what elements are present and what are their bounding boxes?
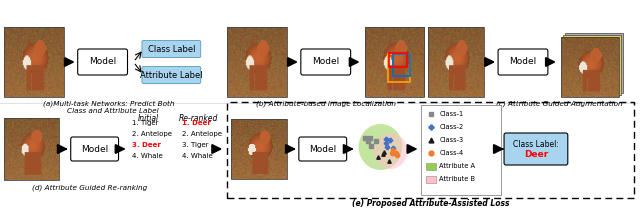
FancyBboxPatch shape <box>77 49 127 75</box>
Bar <box>565 33 623 93</box>
Bar <box>4 118 59 180</box>
Text: Class-2: Class-2 <box>439 124 463 130</box>
Text: Class-3: Class-3 <box>439 137 463 143</box>
Bar <box>227 27 287 97</box>
FancyBboxPatch shape <box>142 67 201 84</box>
Ellipse shape <box>358 124 403 170</box>
Text: Initial: Initial <box>138 114 159 123</box>
Text: Attribute B: Attribute B <box>439 176 476 182</box>
FancyBboxPatch shape <box>301 49 351 75</box>
Text: 3. Tiger: 3. Tiger <box>182 142 209 148</box>
Text: Model: Model <box>81 145 108 153</box>
Bar <box>561 37 619 97</box>
Text: Deer: Deer <box>524 150 548 159</box>
Bar <box>231 119 287 179</box>
FancyBboxPatch shape <box>498 49 548 75</box>
Text: 4. Whale: 4. Whale <box>182 153 213 159</box>
Bar <box>426 163 436 170</box>
Text: Class-4: Class-4 <box>439 150 463 156</box>
FancyBboxPatch shape <box>299 137 347 161</box>
Text: (d) Attribute Guided Re-ranking: (d) Attribute Guided Re-ranking <box>32 184 147 191</box>
Bar <box>426 176 436 183</box>
Bar <box>563 35 621 95</box>
Bar <box>365 27 424 97</box>
Text: Model: Model <box>312 57 339 67</box>
Text: (a)Multi-task Networks: Predict Both
    Class and Attribute Label: (a)Multi-task Networks: Predict Both Cla… <box>43 100 174 114</box>
Ellipse shape <box>374 133 408 169</box>
Bar <box>393 54 410 76</box>
Text: Class Label:: Class Label: <box>513 140 559 149</box>
Text: Attribute A: Attribute A <box>439 163 476 169</box>
FancyBboxPatch shape <box>142 40 201 57</box>
Text: (b) Attribute-based Image Localization: (b) Attribute-based Image Localization <box>256 100 396 107</box>
Text: (e) Proposed Attribute-Assisted Loss: (e) Proposed Attribute-Assisted Loss <box>351 199 509 208</box>
FancyBboxPatch shape <box>504 133 568 165</box>
Text: Model: Model <box>89 57 116 67</box>
Text: 4. Whale: 4. Whale <box>132 153 163 159</box>
Text: (c) Attribute Guided Augmentation: (c) Attribute Guided Augmentation <box>496 100 623 107</box>
FancyBboxPatch shape <box>421 105 501 195</box>
Text: Model: Model <box>309 145 337 153</box>
Bar <box>428 27 484 97</box>
Bar <box>388 54 410 82</box>
Text: 1. Tiger: 1. Tiger <box>132 120 159 126</box>
Bar <box>389 53 407 67</box>
Text: 2. Antelope: 2. Antelope <box>182 131 222 137</box>
Text: Class Label: Class Label <box>148 45 195 53</box>
Bar <box>4 27 64 97</box>
Text: 1. Deer: 1. Deer <box>182 120 211 126</box>
Text: 2. Antelope: 2. Antelope <box>132 131 173 137</box>
Text: Class-1: Class-1 <box>439 111 463 117</box>
FancyBboxPatch shape <box>71 137 118 161</box>
Text: 3. Deer: 3. Deer <box>132 142 161 148</box>
Bar <box>227 102 634 198</box>
Text: Re-ranked: Re-ranked <box>179 114 218 123</box>
Text: Attribute Label: Attribute Label <box>140 71 203 80</box>
Text: Model: Model <box>509 57 536 67</box>
